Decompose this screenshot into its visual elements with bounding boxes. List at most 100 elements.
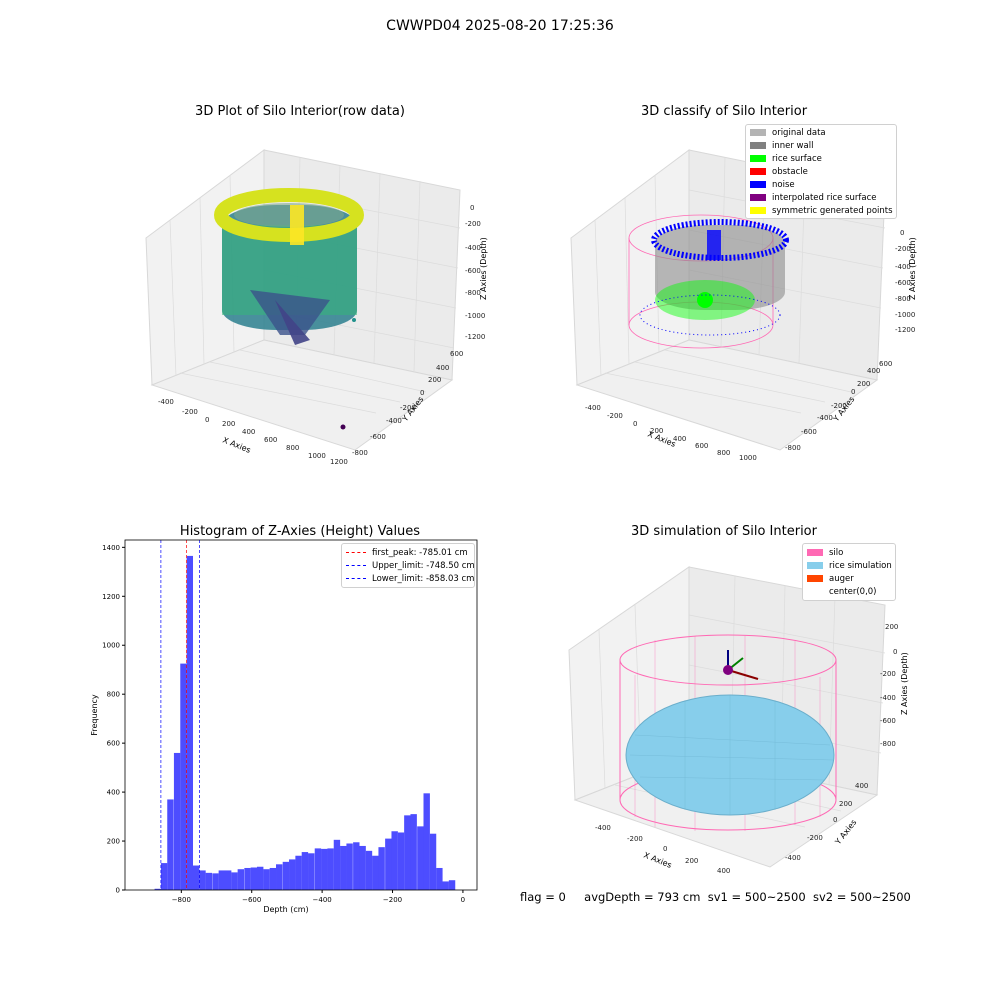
histogram-bar bbox=[160, 863, 168, 890]
status-footer: flag = 0 avgDepth = 793 cm sv1 = 500~250… bbox=[520, 890, 911, 904]
histogram-bar bbox=[218, 870, 226, 890]
y-tick-label: 600 bbox=[107, 740, 120, 748]
legend-item-upper-limit: Upper_limit: -748.50 cm bbox=[342, 559, 475, 572]
y-tick-label: 200 bbox=[107, 838, 120, 846]
svg-text:1000: 1000 bbox=[739, 454, 757, 462]
histogram-bar bbox=[314, 848, 322, 890]
svg-text:-400: -400 bbox=[785, 854, 801, 862]
panel2-title: 3D classify of Silo Interior bbox=[640, 104, 808, 119]
x-tick-label: −600 bbox=[242, 896, 261, 904]
y-tick-label: 800 bbox=[107, 691, 120, 699]
histogram-bar bbox=[372, 855, 379, 890]
panel4-xlabel: X Axies bbox=[642, 851, 673, 870]
panel1-x-ticks: -400 -200 0 200 400 600 800 1000 1200 bbox=[158, 398, 348, 466]
x-tick-label: −200 bbox=[383, 896, 402, 904]
legend-item-auger: auger bbox=[803, 572, 895, 585]
histogram-bar bbox=[237, 869, 245, 890]
svg-text:-800: -800 bbox=[352, 449, 368, 457]
sv1-text: sv1 = 500~2500 bbox=[707, 890, 806, 904]
histogram-bar bbox=[250, 867, 258, 890]
svg-text:200: 200 bbox=[428, 376, 441, 384]
histogram-bar bbox=[404, 815, 411, 890]
svg-text:600: 600 bbox=[879, 360, 892, 368]
histogram-bar bbox=[385, 838, 392, 890]
histogram-bar bbox=[186, 555, 194, 890]
histogram-bar bbox=[257, 866, 264, 890]
histogram-reference-lines bbox=[160, 540, 200, 890]
svg-text:400: 400 bbox=[717, 867, 730, 875]
svg-text:-200: -200 bbox=[400, 404, 416, 412]
svg-text:-800: -800 bbox=[895, 295, 911, 303]
svg-text:200: 200 bbox=[685, 857, 698, 865]
histogram-ylabel: Frequency bbox=[90, 694, 99, 736]
histogram-bar bbox=[448, 880, 456, 890]
y-tick-label: 0 bbox=[116, 887, 120, 895]
svg-text:-1200: -1200 bbox=[465, 333, 485, 341]
y-tick-label: 1400 bbox=[102, 544, 120, 552]
svg-text:400: 400 bbox=[867, 367, 880, 375]
svg-text:0: 0 bbox=[900, 229, 904, 237]
y-tick-label: 400 bbox=[107, 789, 120, 797]
x-tick-label: 0 bbox=[461, 896, 465, 904]
histogram-bar bbox=[263, 869, 270, 890]
panel2-point-cloud bbox=[628, 214, 789, 349]
panel4-title: 3D simulation of Silo Interior bbox=[631, 524, 817, 539]
figure-title: CWWPD04 2025-08-20 17:25:36 bbox=[386, 18, 614, 34]
svg-text:-400: -400 bbox=[595, 824, 611, 832]
svg-text:1200: 1200 bbox=[330, 458, 348, 466]
panel1-title: 3D Plot of Silo Interior(row data) bbox=[195, 104, 405, 119]
svg-text:400: 400 bbox=[673, 435, 686, 443]
histogram-bar bbox=[244, 867, 251, 890]
histogram-bar bbox=[301, 852, 309, 890]
svg-text:-800: -800 bbox=[880, 740, 896, 748]
svg-text:200: 200 bbox=[222, 420, 235, 428]
histogram-bar bbox=[321, 848, 328, 890]
svg-text:0: 0 bbox=[893, 648, 897, 656]
legend-item-lower-limit: Lower_limit: -858.03 cm bbox=[342, 572, 474, 585]
histogram-bar bbox=[282, 861, 290, 890]
histogram-xlabel: Depth (cm) bbox=[263, 905, 308, 914]
svg-text:0: 0 bbox=[833, 816, 837, 824]
histogram-bar bbox=[410, 814, 417, 890]
histogram-bar bbox=[212, 873, 219, 890]
svg-text:400: 400 bbox=[242, 428, 255, 436]
legend-item-noise: noise bbox=[746, 178, 896, 191]
svg-text:800: 800 bbox=[286, 444, 299, 452]
histogram-legend: first_peak: -785.01 cm Upper_limit: -748… bbox=[341, 543, 475, 588]
histogram-bar bbox=[289, 859, 296, 890]
panel1-z-ticks: 0 -200 -400 -600 -800 -1000 -1200 bbox=[465, 204, 485, 341]
histogram-bar bbox=[417, 826, 424, 890]
svg-text:-400: -400 bbox=[386, 417, 402, 425]
svg-text:-600: -600 bbox=[465, 267, 481, 275]
histogram-bar bbox=[205, 872, 213, 890]
histogram-bar bbox=[391, 831, 398, 890]
histogram-x-ticks: −800 −600 −400 −200 0 bbox=[172, 890, 465, 904]
legend-item-original-data: original data bbox=[746, 126, 896, 139]
auger-icon bbox=[723, 650, 759, 680]
histogram-bar bbox=[359, 845, 366, 890]
histogram-bar bbox=[154, 888, 161, 890]
sv2-text: sv2 = 500~2500 bbox=[812, 890, 911, 904]
svg-text:-800: -800 bbox=[465, 289, 481, 297]
svg-text:800: 800 bbox=[717, 449, 730, 457]
svg-text:200: 200 bbox=[857, 380, 870, 388]
svg-text:-800: -800 bbox=[785, 444, 801, 452]
legend-item-first-peak: first_peak: -785.01 cm bbox=[342, 546, 474, 559]
flag-text: flag = 0 bbox=[520, 890, 566, 904]
legend-item-center: center(0,0) bbox=[829, 586, 877, 597]
svg-text:-400: -400 bbox=[880, 694, 896, 702]
histogram-axes-frame bbox=[124, 539, 478, 891]
x-tick-label: −400 bbox=[313, 896, 332, 904]
svg-text:600: 600 bbox=[450, 350, 463, 358]
histogram-bar bbox=[308, 853, 315, 890]
svg-text:-400: -400 bbox=[895, 263, 911, 271]
svg-text:-1000: -1000 bbox=[465, 312, 485, 320]
svg-text:-200: -200 bbox=[895, 245, 911, 253]
svg-text:-200: -200 bbox=[465, 220, 481, 228]
histogram-bar bbox=[346, 843, 353, 890]
histogram-bars bbox=[154, 555, 456, 890]
histogram-chart: −800 −600 −400 −200 0 0 200 400 600 800 1000 1200 1… bbox=[90, 539, 478, 914]
histogram-bar bbox=[353, 842, 360, 890]
histogram-bar bbox=[429, 833, 437, 890]
